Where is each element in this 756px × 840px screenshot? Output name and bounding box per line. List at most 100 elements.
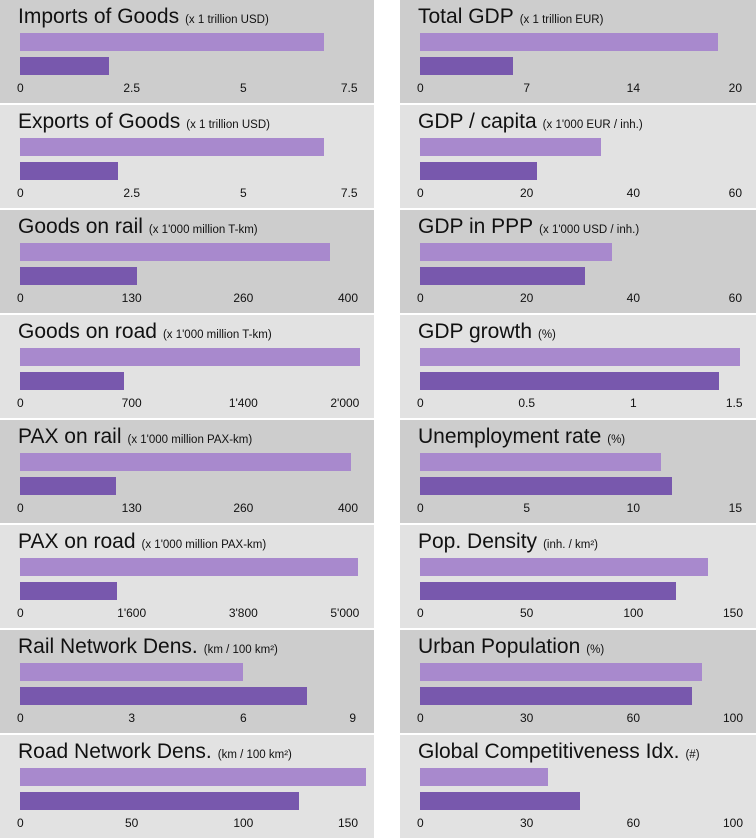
chart-unit: (x 1'000 million PAX-km) [127,434,253,446]
tick-label: 60 [728,291,743,305]
chart-title-text: Road Network Dens. [18,740,212,763]
tick-label: 0 [17,81,24,95]
bar-series-a [20,138,324,156]
chart-title-text: Goods on road [18,320,157,343]
tick-label: 0 [17,291,24,305]
chart-unit: (x 1 trillion USD) [185,14,269,26]
chart-panel: Rail Network Dens. (km / 100 km²) 0 3 6 9 [0,630,374,733]
tick-label: 0 [417,186,424,200]
tick-label: 9 [349,711,357,725]
bar-series-b [20,267,138,285]
chart-unit: (%) [538,329,556,341]
chart-panel: Exports of Goods (x 1 trillion USD) 0 2.5 5 7… [0,105,374,208]
chart-unit: (km / 100 km²) [203,644,278,656]
chart-title-text: Goods on rail [18,215,143,238]
tick-label: 400 [337,291,359,305]
tick-label: 1'600 [117,606,147,620]
bar-series-b [420,687,692,705]
chart-title: Pop. Density (inh. / km²) [418,530,598,554]
tick-label: 150 [337,816,359,830]
chart-title-text: PAX on rail [18,425,122,448]
tick-label: 0 [17,186,24,200]
chart-panel: GDP growth (%) 0 0.5 1 1.5 [400,315,756,418]
chart-title: Imports of Goods (x 1 trillion USD) [18,5,269,29]
chart-title: PAX on road (x 1'000 million PAX-km) [18,530,266,554]
chart-unit: (x 1 trillion USD) [186,119,270,131]
bar-series-a [420,243,612,261]
tick-label: 0 [17,396,24,410]
chart-unit: (x 1'000 million T-km) [148,224,258,236]
chart-unit: (x 1'000 EUR / inh.) [542,119,643,131]
chart-panel: GDP / capita (x 1'000 EUR / inh.) 0 20 40 60 [400,105,756,208]
bar-series-a [20,33,324,51]
chart-unit: (x 1'000 million PAX-km) [141,539,267,551]
tick-label: 2.5 [123,186,140,200]
tick-label: 0 [417,396,424,410]
tick-label: 2'000 [330,396,360,410]
tick-label: 30 [519,816,534,830]
chart-panel: PAX on rail (x 1'000 million PAX-km) 0 130 2… [0,420,374,523]
bar-series-a [420,138,602,156]
bar-series-a [20,558,359,576]
chart-title-text: Rail Network Dens. [18,635,198,658]
tick-label: 100 [623,606,644,620]
bar-series-b [420,477,672,495]
chart-title-text: Global Competitiveness Idx. [418,740,680,763]
bar-series-a [20,663,244,681]
tick-label: 40 [626,291,641,305]
chart-unit: (x 1'000 million T-km) [162,329,272,341]
tick-label: 5 [239,81,247,95]
chart-title-text: Total GDP [418,5,514,28]
bar-series-a [420,768,548,786]
chart-title-text: GDP / capita [418,110,537,133]
chart-panel: Pop. Density (inh. / km²) 0 50 100 150 [400,525,756,628]
tick-label: 2.5 [123,81,140,95]
tick-label: 50 [519,606,534,620]
bar-series-a [420,33,718,51]
tick-label: 50 [124,816,139,830]
chart-title-text: GDP in PPP [418,215,534,238]
tick-label: 0 [17,501,24,515]
bar-series-a [20,348,361,366]
tick-label: 7.5 [340,81,358,95]
tick-label: 0.5 [518,396,535,410]
chart-title: GDP / capita (x 1'000 EUR / inh.) [418,110,643,134]
bar-series-b [20,162,119,180]
tick-label: 130 [121,291,142,305]
chart-unit: (#) [685,749,700,761]
tick-label: 1 [629,396,637,410]
chart-unit: (%) [586,644,605,656]
chart-unit: (%) [607,434,626,446]
tick-label: 60 [626,816,641,830]
chart-title-text: Pop. Density [418,530,538,553]
tick-label: 0 [417,81,424,95]
chart-title: GDP growth (%) [418,320,556,344]
bar-series-a [420,453,662,471]
tick-label: 20 [519,291,534,305]
tick-label: 15 [728,501,743,515]
tick-label: 400 [337,501,359,515]
chart-title-text: GDP growth [418,320,532,343]
bar-series-b [20,582,118,600]
chart-panel: Unemployment rate (%) 0 5 10 15 [400,420,756,523]
tick-label: 5 [523,501,530,515]
tick-label: 6 [239,711,247,725]
chart-title: Urban Population (%) [418,635,604,659]
tick-label: 14 [626,81,641,95]
bar-series-b [420,582,676,600]
chart-title-text: Urban Population [418,635,581,658]
bar-series-b [420,267,586,285]
tick-label: 0 [417,711,424,725]
tick-label: 130 [121,501,142,515]
bar-series-b [420,372,719,390]
chart-title-text: Unemployment rate [418,425,602,448]
tick-label: 40 [626,186,641,200]
bar-series-a [20,453,351,471]
chart-title-text: PAX on road [18,530,136,553]
chart-title: Goods on road (x 1'000 million T-km) [18,320,272,344]
tick-label: 100 [722,711,744,725]
chart-title: Road Network Dens. (km / 100 km²) [18,740,292,764]
chart-panel: Goods on road (x 1'000 million T-km) 0 700 1… [0,315,374,418]
tick-label: 3'800 [228,606,258,620]
